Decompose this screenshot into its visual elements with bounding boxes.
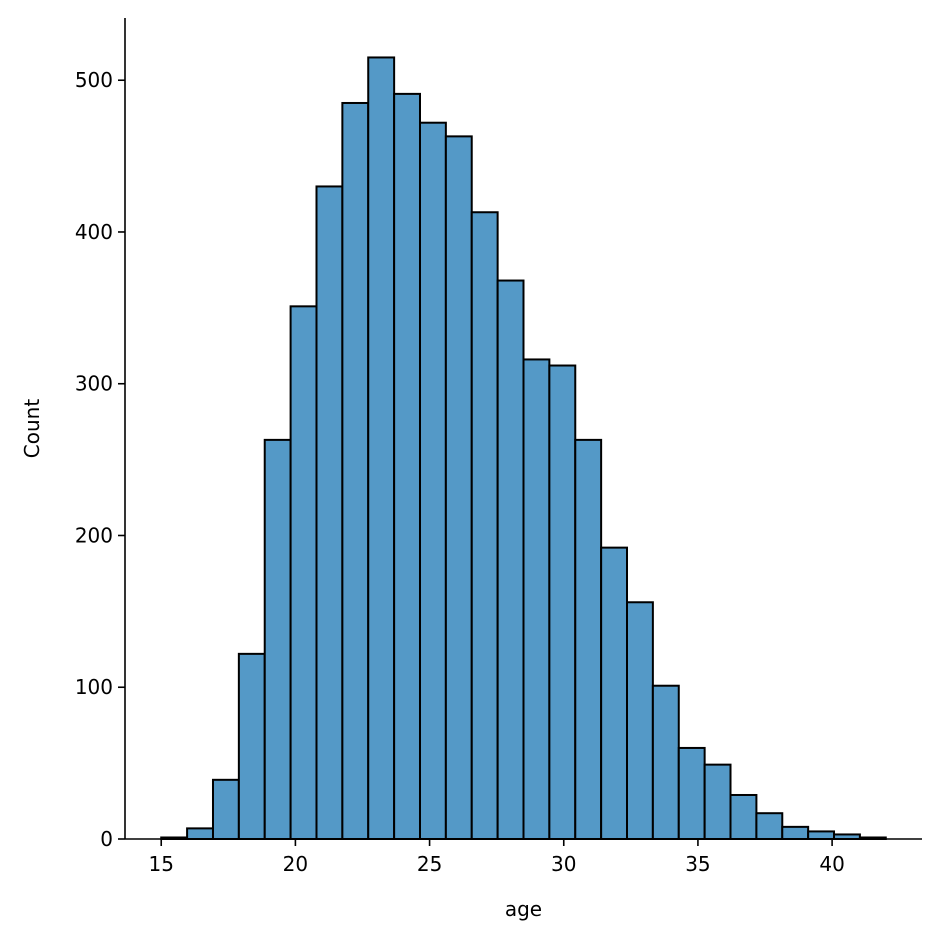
x-tick-label: 30 <box>551 852 576 876</box>
histogram-bars <box>160 56 887 841</box>
x-tick-label: 20 <box>283 852 308 876</box>
histogram-bar <box>393 92 421 841</box>
histogram-bar <box>574 438 603 840</box>
histogram-bar <box>548 364 577 840</box>
histogram-bar <box>781 825 810 840</box>
histogram-bar <box>341 101 370 841</box>
histogram-bar <box>315 185 344 841</box>
histogram-bar <box>703 763 732 840</box>
y-tick-label: 200 <box>75 523 113 547</box>
histogram-bar <box>522 358 551 840</box>
histogram-bar <box>755 812 784 840</box>
histogram-bar <box>289 305 318 840</box>
histogram-bar <box>211 778 240 841</box>
histogram-bar <box>807 830 836 840</box>
histogram-bar <box>470 211 499 841</box>
y-tick-label: 100 <box>75 675 113 699</box>
x-tick-label: 35 <box>685 852 710 876</box>
y-axis-ticks: 0 100 200 300 400 500 <box>75 68 125 851</box>
y-tick-label: 500 <box>75 68 113 92</box>
x-axis-ticks: 15 20 25 30 35 40 <box>149 839 845 876</box>
histogram-bar <box>729 793 758 841</box>
histogram-bar <box>237 652 266 840</box>
x-tick-label: 25 <box>417 852 442 876</box>
histogram-bar <box>263 438 292 840</box>
histogram-bar <box>626 601 654 840</box>
histogram-bar <box>677 746 706 841</box>
x-tick-label: 40 <box>819 852 844 876</box>
x-axis-title: age <box>505 897 542 921</box>
y-tick-label: 300 <box>75 372 113 396</box>
x-tick-label: 15 <box>149 852 174 876</box>
histogram-bar <box>418 121 447 840</box>
histogram-bar <box>651 684 680 841</box>
y-axis-title: Count <box>20 399 44 459</box>
histogram-bar <box>600 546 629 840</box>
histogram-bar <box>496 279 525 840</box>
y-tick-label: 400 <box>75 220 113 244</box>
y-tick-label: 0 <box>100 827 113 851</box>
histogram-bar <box>186 827 214 840</box>
histogram-bar <box>367 56 396 841</box>
histogram-bar <box>444 135 473 840</box>
